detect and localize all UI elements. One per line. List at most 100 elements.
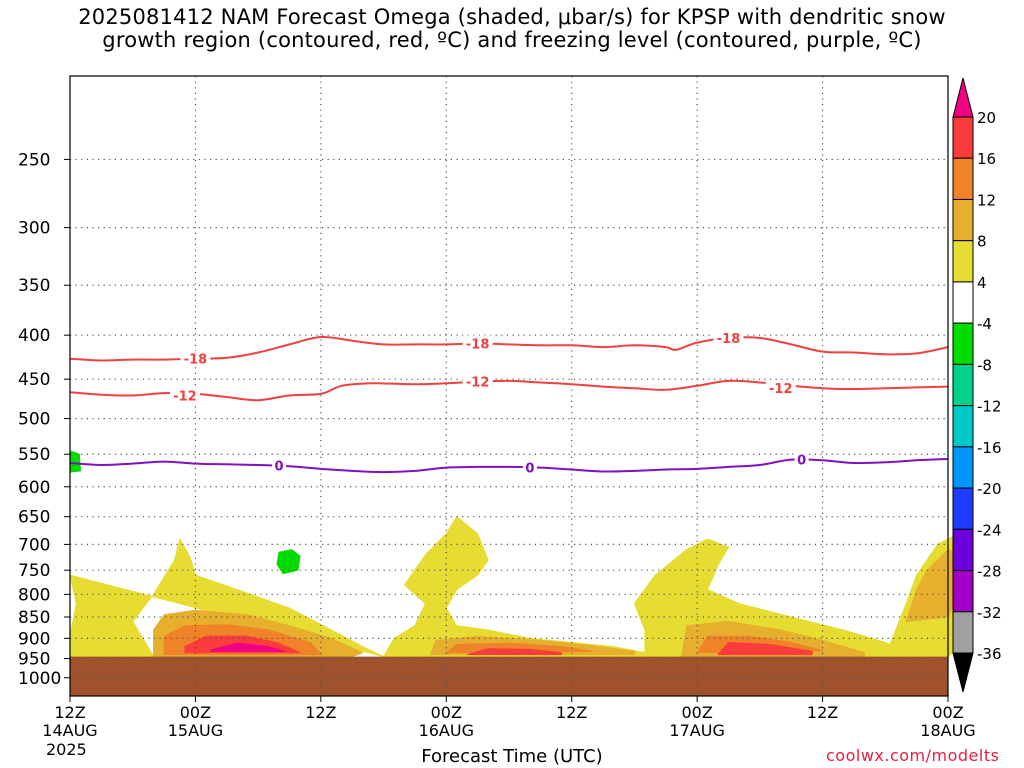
shade-day1-magenta	[210, 642, 285, 652]
x-tick-date-7: 18AUG	[920, 721, 975, 740]
x-axis-year-label: 2025	[46, 740, 87, 759]
colorbar-label-4: 4	[977, 274, 987, 292]
contour-layer: -18 -18 -18 -12 -12 -12 0 0 0	[69, 329, 949, 477]
contour-label-bg-0-0	[272, 457, 287, 474]
colorbar-bin--36--32	[952, 611, 974, 654]
contour-label-0-0: 0	[275, 460, 284, 475]
colorbar-bin--32--28	[952, 570, 974, 613]
colorbar-arrow-top	[952, 77, 974, 118]
colorbar-bin-8-12	[952, 198, 974, 242]
colorbar-label-8: -16	[977, 439, 1002, 457]
x-tick-label-1: 00Z	[180, 703, 211, 722]
y-tick-label-900: 900	[18, 629, 50, 649]
y-tick-label-550: 550	[18, 445, 50, 465]
contour-label-bg--12-2	[765, 380, 796, 397]
y-tick-label-650: 650	[18, 508, 50, 528]
colorbar-bin--20--16	[952, 446, 974, 489]
contour-label--12-1: -12	[466, 376, 490, 391]
ground-layer	[70, 656, 948, 696]
contour-label-bg--18-1	[462, 335, 493, 352]
colorbar-arrow-bottom	[952, 652, 974, 693]
contour-label--18-0: -18	[184, 353, 208, 368]
y-tick-label-300: 300	[18, 219, 50, 239]
colorbar-label-10: -24	[977, 521, 1002, 539]
shade-green-blob-mid	[276, 549, 301, 575]
colorbar-label-13: -36	[977, 645, 1002, 663]
contour-label-bg--18-2	[713, 329, 744, 346]
x-tick-label-5: 00Z	[681, 703, 712, 722]
y-tick-label-350: 350	[18, 276, 50, 296]
plot-frame	[69, 75, 949, 697]
y-tick-label-600: 600	[18, 478, 50, 498]
colorbar-bin--4-4	[952, 281, 974, 324]
colorbar-label-1: 16	[977, 150, 996, 168]
colorbar-label-3: 8	[977, 233, 987, 251]
x-tick-date-1: 15AUG	[168, 721, 223, 740]
chart-title-line-2: growth region (contoured, red, ºC) and f…	[102, 28, 922, 52]
contour-label-bg--12-0	[169, 387, 200, 404]
x-tick-date-3: 16AUG	[419, 721, 474, 740]
shade-day2-red	[466, 648, 562, 656]
contour-label-bg-0-2	[794, 451, 809, 468]
colorbar-bin--12--8	[952, 363, 974, 407]
colorbar-bin--24--20	[952, 487, 974, 530]
contour-label--12-0: -12	[173, 389, 197, 404]
contour-0	[69, 458, 949, 474]
colorbar: 20 16 12 8 4 -4 -8 -12 -16 -20 -24 -28 -32 -36	[952, 77, 1002, 693]
x-tick-label-4: 12Z	[556, 703, 587, 722]
colorbar-label-9: -20	[977, 480, 1002, 498]
contour-label--18-1: -18	[466, 337, 490, 352]
shade-day2-yellow	[383, 516, 656, 658]
y-tick-label-800: 800	[18, 585, 50, 605]
contour--18	[69, 335, 949, 362]
x-tick-label-2: 12Z	[305, 703, 336, 722]
colorbar-bin--16--12	[952, 405, 974, 448]
y-tick-label-400: 400	[18, 326, 50, 346]
chart-title: 2025081412 NAM Forecast Omega (shaded, μ…	[0, 6, 1024, 52]
axes-layer: 2503003504004505005506006507007508008509…	[18, 75, 976, 740]
contour-label--18-2: -18	[717, 332, 741, 347]
grid-layer	[70, 76, 948, 696]
contour-label-bg--12-1	[462, 373, 493, 390]
shade-green-blob-left	[69, 450, 81, 473]
omega-shading-layer	[69, 450, 970, 658]
x-tick-label-3: 00Z	[431, 703, 462, 722]
x-tick-label-7: 00Z	[932, 703, 963, 722]
contour-label-0-1: 0	[525, 462, 534, 477]
contour--12	[69, 379, 949, 402]
ground-fill	[70, 656, 948, 696]
y-tick-label-750: 750	[18, 561, 50, 581]
y-tick-label-250: 250	[18, 150, 50, 170]
x-axis-title: Forecast Time (UTC)	[421, 746, 603, 767]
y-tick-label-850: 850	[18, 608, 50, 628]
contour-label-0-2: 0	[797, 454, 806, 469]
colorbar-bin-12-16	[952, 157, 974, 200]
colorbar-bin-16-20	[952, 116, 974, 159]
colorbar-label-5: -4	[977, 315, 992, 333]
x-tick-label-0: 12Z	[54, 703, 85, 722]
x-tick-date-0: 14AUG	[42, 721, 97, 740]
y-tick-label-450: 450	[18, 370, 50, 390]
shade-day3-red	[717, 642, 813, 656]
y-tick-label-950: 950	[18, 650, 50, 670]
colorbar-label-6: -8	[977, 356, 992, 374]
colorbar-label-7: -12	[977, 398, 1002, 416]
credit-text: coolwx.com/modelts	[826, 746, 1000, 765]
x-tick-date-5: 17AUG	[669, 721, 724, 740]
colorbar-label-11: -28	[977, 563, 1002, 581]
colorbar-bin--8--4	[952, 322, 974, 365]
y-tick-label-500: 500	[18, 410, 50, 430]
contour-label-bg-0-1	[522, 459, 537, 476]
contour-label--12-2: -12	[769, 382, 793, 397]
colorbar-label-12: -32	[977, 604, 1002, 622]
colorbar-label-2: 12	[977, 191, 996, 209]
colorbar-label-0: 20	[977, 109, 996, 127]
contour-label-bg--18-0	[180, 350, 211, 367]
colorbar-bin--28--24	[952, 528, 974, 572]
colorbar-bin-4-8	[952, 240, 974, 283]
y-tick-label-1000: 1000	[18, 669, 61, 689]
y-tick-label-700: 700	[18, 535, 50, 555]
x-tick-label-6: 12Z	[807, 703, 838, 722]
chart-title-line-1: 2025081412 NAM Forecast Omega (shaded, μ…	[78, 5, 946, 29]
